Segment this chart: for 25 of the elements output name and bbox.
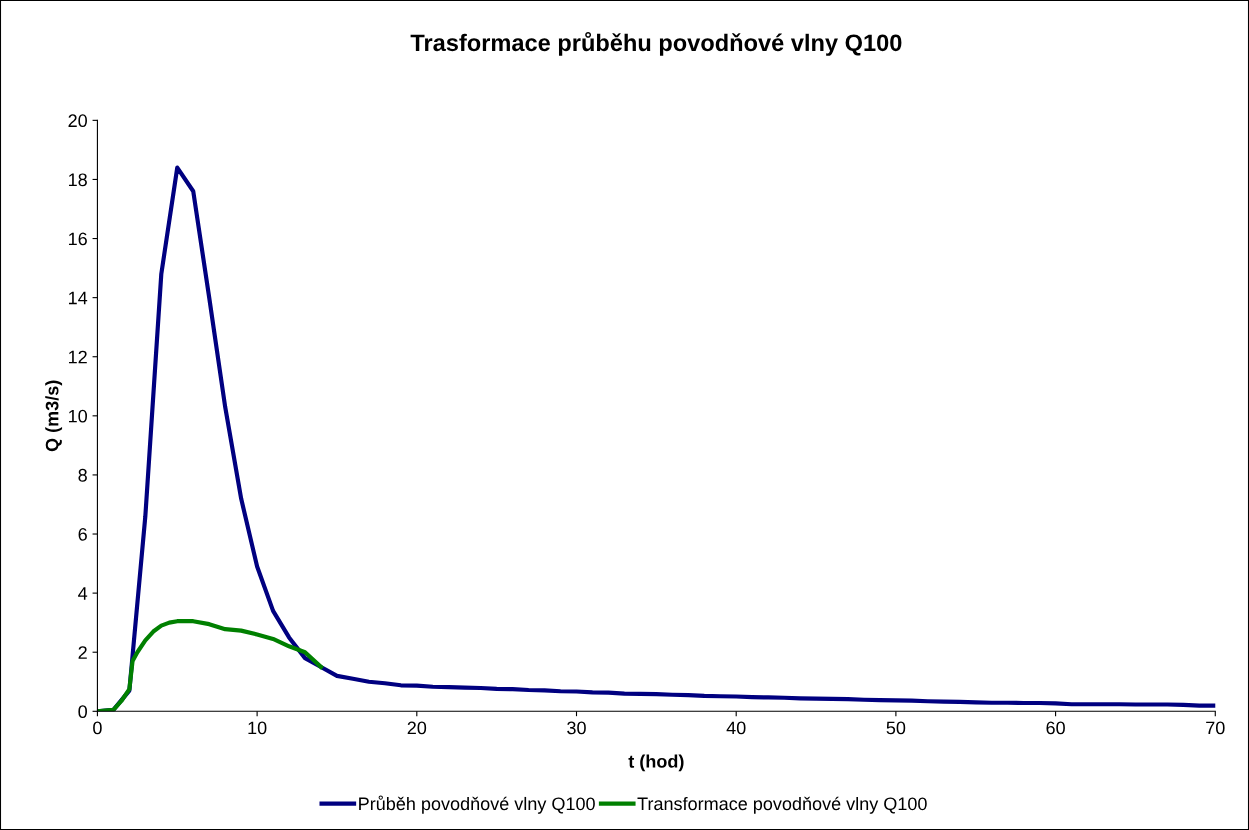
x-tick-label: 30 xyxy=(567,721,586,735)
x-tick-label: 40 xyxy=(726,721,746,735)
x-tick-label: 10 xyxy=(248,721,267,735)
x-tick-label: 60 xyxy=(1046,721,1065,735)
legend-label: Transformace povodňové vlny Q100 xyxy=(637,796,927,814)
x-tick-label: 20 xyxy=(407,721,427,735)
y-tick-label: 0 xyxy=(78,705,87,719)
line-series xyxy=(97,619,324,712)
y-tick-label: 2 xyxy=(78,646,87,659)
y-tick-label: 12 xyxy=(69,350,87,364)
y-tick-label: 6 xyxy=(78,527,87,541)
legend-label: Průběh povodňové vlny Q100 xyxy=(359,795,595,814)
x-tick-label: 50 xyxy=(886,721,906,735)
y-tick-label: 16 xyxy=(69,232,87,246)
y-tick-label: 4 xyxy=(78,587,88,600)
y-axis-title: Q (m3/s) xyxy=(45,380,63,452)
y-tick-label: 18 xyxy=(69,173,87,187)
x-tick-label: 70 xyxy=(1206,721,1225,735)
x-axis-title: t (hod) xyxy=(628,754,684,772)
y-tick-label: 10 xyxy=(69,409,87,423)
y-tick-label: 20 xyxy=(68,114,87,128)
y-tick-label: 14 xyxy=(69,291,88,305)
chart-title: Trasformace průběhu povodňové vlny Q100 xyxy=(410,31,902,56)
x-tick-label: 0 xyxy=(93,721,102,735)
y-tick-label: 8 xyxy=(78,468,87,482)
